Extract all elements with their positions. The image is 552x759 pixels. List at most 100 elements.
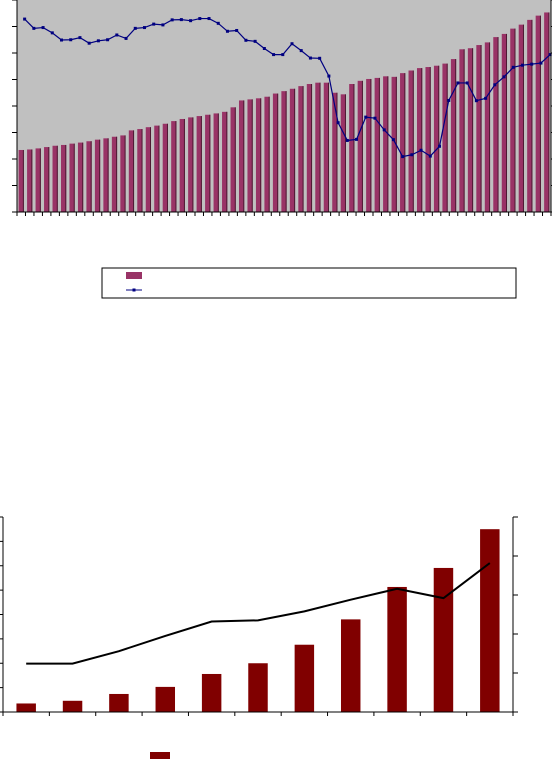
top-bars: [18, 12, 550, 213]
line-point: [290, 42, 294, 46]
bar-shade: [506, 33, 508, 212]
bar-shade: [455, 59, 457, 212]
line-point: [539, 61, 543, 65]
legend-bar-swatch: [126, 272, 142, 279]
bar: [111, 136, 118, 212]
bottom-legend-swatch: [150, 752, 170, 759]
line-point: [142, 26, 146, 30]
line-point: [493, 83, 497, 87]
bar: [408, 70, 414, 213]
line-point: [410, 153, 414, 157]
line-point: [502, 75, 506, 79]
line-point: [60, 38, 64, 42]
bar-shade: [133, 130, 135, 212]
bar-shade: [539, 15, 541, 213]
bar: [120, 135, 126, 212]
bar-shade: [22, 149, 24, 212]
bar: [255, 98, 262, 212]
bar: [315, 82, 321, 213]
bar: [340, 94, 346, 212]
bar-shade: [429, 67, 431, 212]
line-point: [428, 154, 432, 158]
bar: [416, 68, 423, 212]
line-point: [281, 53, 285, 57]
line-point: [124, 36, 128, 40]
line-point: [355, 137, 359, 141]
bar: [518, 24, 524, 212]
line-point: [336, 121, 340, 125]
bar-shade: [489, 42, 491, 213]
bar-shade: [438, 65, 440, 212]
bar-shade: [217, 113, 219, 212]
bar: [400, 73, 406, 212]
line-point: [345, 138, 349, 142]
bar: [387, 586, 407, 712]
bar-shade: [463, 49, 465, 212]
line-point: [207, 17, 211, 21]
bar-shade: [158, 125, 160, 212]
bar: [16, 703, 36, 712]
bar-shade: [166, 123, 168, 212]
bar: [535, 15, 541, 213]
bar-shade: [412, 70, 414, 213]
bar-shade: [285, 91, 287, 212]
line-point: [152, 22, 156, 26]
bar: [467, 48, 474, 213]
bar-shade: [268, 96, 270, 212]
bar: [230, 107, 236, 212]
bar: [213, 113, 219, 212]
bar-shade: [514, 28, 516, 213]
line-point: [465, 81, 469, 85]
series-line: [26, 562, 491, 665]
bar: [109, 693, 129, 712]
line-point: [23, 17, 27, 21]
bottom-bars: [16, 529, 500, 712]
bar: [238, 100, 245, 212]
bar: [222, 111, 228, 212]
bar: [52, 145, 58, 212]
bar: [383, 76, 389, 212]
bar: [62, 700, 83, 712]
bar: [459, 49, 465, 212]
bar-shade: [183, 118, 185, 212]
line-point: [170, 18, 174, 22]
bar: [44, 147, 50, 212]
bar-shade: [277, 93, 279, 212]
line-point: [253, 39, 257, 43]
bar-shade: [90, 141, 92, 212]
bar: [281, 91, 287, 212]
bar: [201, 673, 222, 712]
bar-shade: [260, 98, 262, 212]
bar: [18, 149, 24, 212]
bar: [340, 619, 361, 712]
bottom-line-series: [26, 562, 491, 665]
line-point: [69, 38, 73, 42]
bar: [272, 93, 279, 212]
bar-shade: [124, 135, 126, 212]
bar: [179, 118, 185, 212]
bar: [442, 63, 448, 212]
line-point: [32, 26, 36, 30]
bar-shade: [107, 138, 109, 212]
line-point: [133, 26, 137, 30]
bar-shade: [344, 94, 346, 212]
bar: [374, 77, 380, 212]
bar-shade: [65, 144, 67, 212]
bar-shade: [446, 63, 448, 212]
bar-shade: [209, 114, 211, 212]
bar: [476, 45, 482, 212]
bar: [510, 28, 516, 213]
line-point: [438, 144, 442, 148]
bar: [332, 92, 338, 212]
bar: [527, 19, 533, 212]
bar: [450, 59, 457, 212]
bar-shade: [370, 78, 372, 212]
bar: [294, 644, 315, 712]
bar-shade: [192, 117, 194, 212]
top-legend: [101, 267, 517, 299]
bar: [103, 138, 109, 212]
bar: [188, 117, 194, 212]
line-point: [511, 65, 515, 69]
bar: [298, 86, 304, 212]
